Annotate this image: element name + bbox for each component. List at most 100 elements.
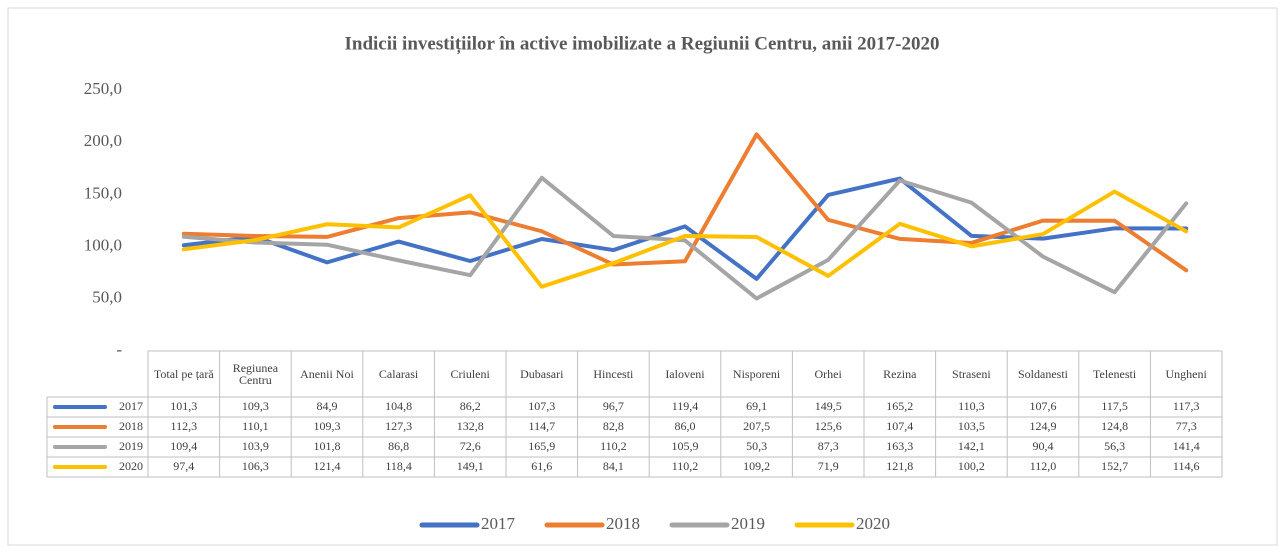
x-tick-label: Hincesti: [593, 367, 634, 381]
series-line: [181, 132, 1189, 273]
legend-label: 2017: [481, 514, 516, 533]
table-value: 121,8: [886, 459, 913, 473]
table-value: 110,2: [600, 439, 627, 453]
data-table: Total pe țară Regiunea Centru Anenii Noi Ca…: [46, 350, 1223, 478]
x-tick-label: Ungheni: [1165, 367, 1207, 381]
table-value: 152,7: [1101, 459, 1128, 473]
table-value: 149,5: [815, 399, 842, 413]
table-value: 117,5: [1101, 399, 1128, 413]
table-value: 110,2: [672, 459, 699, 473]
x-tick-label: Dubasari: [520, 367, 564, 381]
table-value: 114,6: [1173, 459, 1200, 473]
x-tick-label: Ialoveni: [665, 367, 705, 381]
category-cell: Telenesti: [1093, 367, 1137, 381]
y-tick-label: 150,0: [84, 183, 122, 202]
x-tick-label: Criuleni: [450, 367, 490, 381]
table-value: 90,4: [1033, 439, 1054, 453]
table-value: 101,3: [170, 399, 197, 413]
table-value: 109,2: [743, 459, 770, 473]
category-cell: Straseni: [952, 367, 991, 381]
x-tick-label: Soldanesti: [1017, 367, 1068, 381]
category-cell: Orhei: [814, 367, 842, 381]
x-tick-label: Telenesti: [1093, 367, 1137, 381]
table-value: 84,1: [603, 459, 624, 473]
table-value: 77,3: [1176, 419, 1197, 433]
series-line: [181, 189, 1189, 289]
table-value: 109,4: [170, 439, 197, 453]
table-value: 100,2: [958, 459, 985, 473]
chart-title: Indicii investițiilor în active imobiliz…: [345, 33, 940, 54]
table-value: 149,1: [457, 459, 484, 473]
table-value: 107,4: [886, 419, 913, 433]
category-cell: Hincesti: [593, 367, 634, 381]
table-value: 132,8: [457, 419, 484, 433]
y-tick-label: 200,0: [84, 131, 122, 150]
table-value: 141,4: [1173, 439, 1200, 453]
table-value: 165,9: [528, 439, 555, 453]
y-tick-label: 50,0: [92, 288, 122, 307]
table-value: 110,3: [958, 399, 985, 413]
category-cell: Rezina: [883, 367, 917, 381]
table-value: 125,6: [815, 419, 842, 433]
table-value: 117,3: [1173, 399, 1200, 413]
table-value: 103,5: [958, 419, 985, 433]
table-value: 106,3: [242, 459, 269, 473]
table-row-label: 2017: [119, 399, 143, 413]
table-value: 207,5: [743, 419, 770, 433]
table-value: 72,6: [460, 439, 481, 453]
table-value: 121,4: [314, 459, 341, 473]
category-cell: Regiunea Centru: [233, 362, 278, 386]
y-tick-label: -: [116, 340, 122, 359]
category-cell: Criuleni: [450, 367, 490, 381]
table-value: 112,0: [1030, 459, 1057, 473]
table-value: 97,4: [173, 459, 194, 473]
table-row-label: 2018: [119, 419, 143, 433]
table-value: 101,8: [314, 439, 341, 453]
table-value: 71,9: [818, 459, 839, 473]
category-cell: Soldanesti: [1017, 367, 1068, 381]
category-cell: Calarasi: [378, 367, 419, 381]
table-value: 112,3: [171, 419, 198, 433]
table-value: 86,0: [675, 419, 696, 433]
table-value: 82,8: [603, 419, 624, 433]
table-value: 105,9: [672, 439, 699, 453]
table-value: 84,9: [317, 399, 338, 413]
table-value: 110,1: [242, 419, 269, 433]
table-value: 118,4: [385, 459, 412, 473]
table-value: 124,8: [1101, 419, 1128, 433]
x-tick-label: Nisporeni: [732, 367, 781, 381]
table-value: 86,8: [388, 439, 409, 453]
legend-label: 2020: [856, 514, 890, 533]
table-value: 96,7: [603, 399, 624, 413]
table-value: 87,3: [818, 439, 839, 453]
category-cell: Nisporeni: [732, 367, 781, 381]
table-value: 109,3: [314, 419, 341, 433]
table-value: 56,3: [1104, 439, 1125, 453]
x-tick-label: Rezina: [883, 367, 917, 381]
table-row-label: 2019: [119, 439, 143, 453]
y-tick-label: 250,0: [84, 79, 122, 98]
y-tick-label: 100,0: [84, 236, 122, 255]
table-value: 163,3: [886, 439, 913, 453]
legend-label: 2018: [606, 514, 640, 533]
x-tick-label: Orhei: [814, 367, 842, 381]
table-value: 86,2: [460, 399, 481, 413]
table-value: 109,3: [242, 399, 269, 413]
table-value: 69,1: [746, 399, 767, 413]
table-value: 103,9: [242, 439, 269, 453]
table-value: 107,6: [1030, 399, 1057, 413]
table-value: 50,3: [746, 439, 767, 453]
legend-label: 2019: [731, 514, 765, 533]
x-tick-label: Straseni: [952, 367, 991, 381]
category-cell: Ungheni: [1165, 367, 1207, 381]
x-tick-label: Total pe țară: [153, 367, 214, 381]
x-tick-label: Calarasi: [378, 367, 419, 381]
category-cell: Anenii Noi: [300, 368, 354, 380]
table-value: 124,9: [1030, 419, 1057, 433]
category-cell: Ialoveni: [665, 367, 705, 381]
category-cell: Dubasari: [520, 367, 564, 381]
table-value: 127,3: [385, 419, 412, 433]
table-row-label: 2020: [119, 459, 143, 473]
table-value: 142,1: [958, 439, 985, 453]
